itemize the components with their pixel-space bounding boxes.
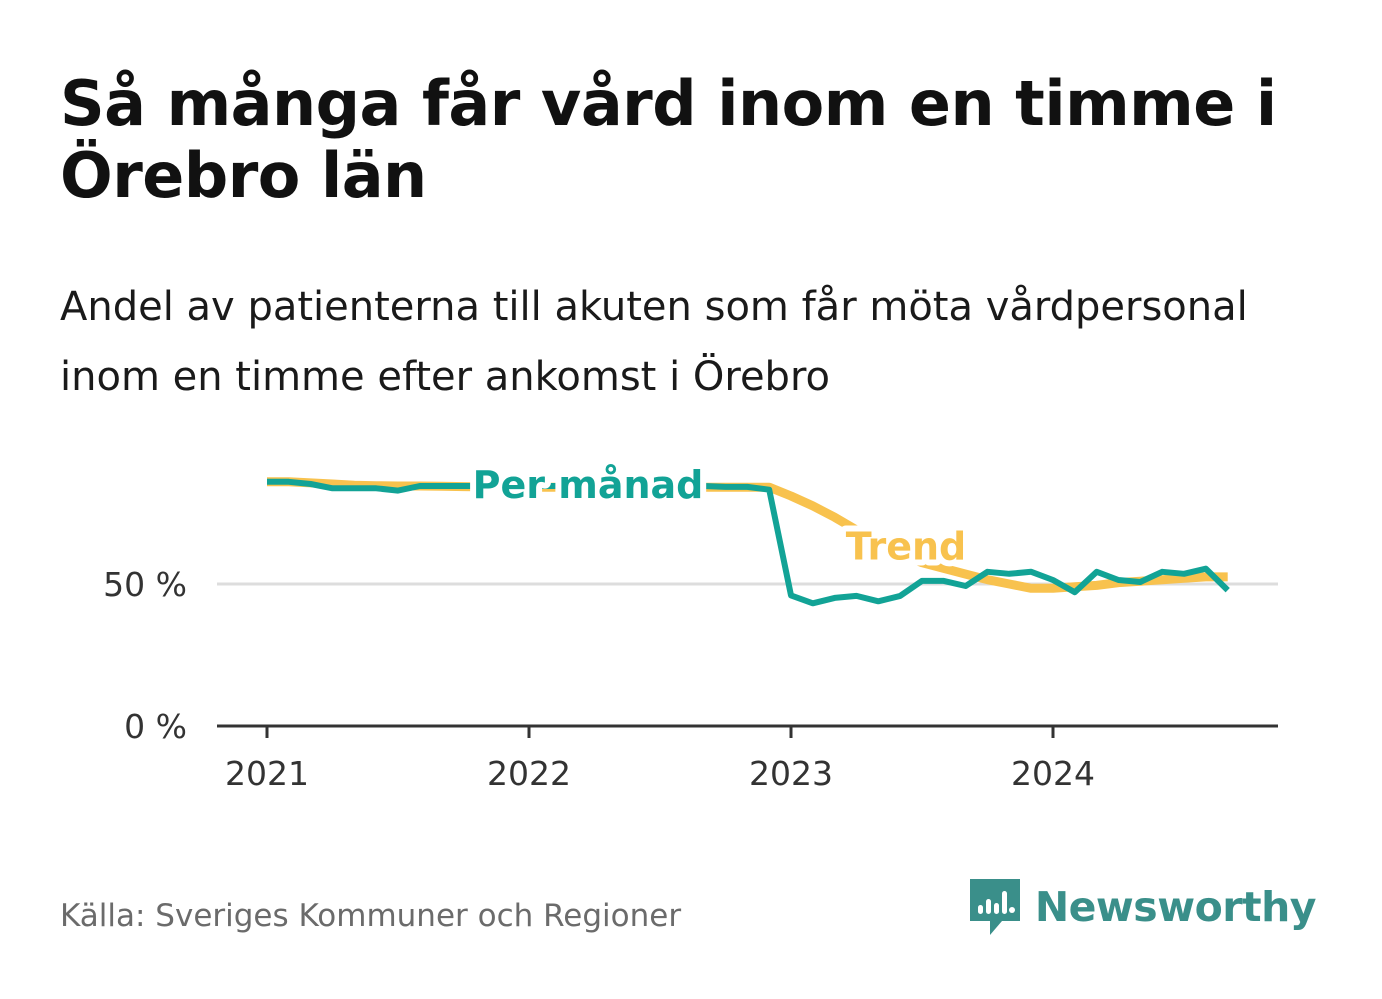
chart-title: Så många får vård inom en timme i Örebro… <box>60 67 1277 212</box>
source-note: Källa: Sveriges Kommuner och Regioner <box>60 898 682 934</box>
brand-name: Newsworthy <box>1034 883 1317 931</box>
series-line-per-manad <box>267 478 1230 607</box>
newsworthy-logo-icon <box>969 879 1020 935</box>
series-label-per-manad-halo: Per månad <box>473 463 704 507</box>
x-axis: 2021 2022 2023 2024 <box>217 724 1278 793</box>
series-label-trend-halo: Trend <box>846 525 967 569</box>
series-line-trend <box>267 477 1228 593</box>
brand-logo[interactable]: Newsworthy <box>967 876 1317 938</box>
y-axis-labels: 0 % 50 % <box>103 565 187 746</box>
series-label-trend: Trend <box>846 525 967 569</box>
series-lines <box>267 477 1230 607</box>
y-tick-label: 50 % <box>103 565 187 604</box>
x-tick-label: 2021 <box>225 754 309 793</box>
series-label-per-manad: Per månad <box>473 463 704 507</box>
chart-subtitle: Andel av patienterna till akuten som får… <box>60 284 1248 400</box>
x-tick-label: 2023 <box>749 754 833 793</box>
y-tick-label: 0 % <box>124 707 187 746</box>
x-tick-label: 2024 <box>1011 754 1095 793</box>
x-tick-label: 2022 <box>487 754 571 793</box>
